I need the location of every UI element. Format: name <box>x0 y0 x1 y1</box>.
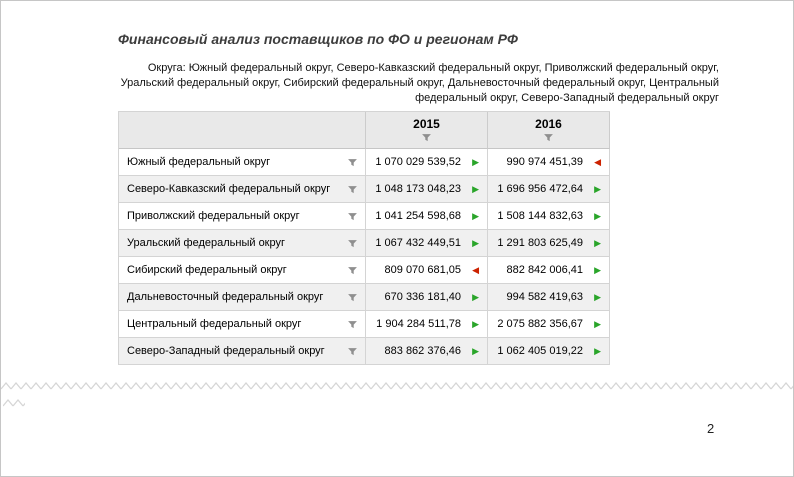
value-cell-2015: 670 336 181,40 ▶ <box>366 284 488 311</box>
value-cell-2015: 1 904 284 511,78 ▶ <box>366 311 488 338</box>
region-cell: Уральский федеральный округ <box>119 230 366 257</box>
column-header-2016: 2016 <box>488 112 610 149</box>
value-cell-2015: 1 070 029 539,52 ▶ <box>366 149 488 176</box>
cell-value: 1 041 254 598,68 <box>375 210 461 222</box>
trend-up-icon: ▶ <box>594 345 601 356</box>
region-cell: Сибирский федеральный округ <box>119 257 366 284</box>
column-label-2016: 2016 <box>535 116 562 131</box>
filter-icon[interactable] <box>346 264 358 276</box>
region-label: Северо-Кавказский федеральный округ <box>127 183 331 195</box>
suppliers-table: 2015 2016 Южный федеральный округ <box>118 111 610 365</box>
trend-up-icon: ▶ <box>472 237 479 248</box>
table-header-row: 2015 2016 <box>119 112 610 149</box>
cell-value: 1 070 029 539,52 <box>375 156 461 168</box>
filter-icon[interactable] <box>543 132 555 144</box>
region-label: Дальневосточный федеральный округ <box>127 291 324 303</box>
value-cell-2015: 883 862 376,46 ▶ <box>366 338 488 365</box>
table-row: Дальневосточный федеральный округ 670 33… <box>119 284 610 311</box>
trend-up-icon: ▶ <box>472 345 479 356</box>
cell-value: 809 070 681,05 <box>384 264 461 276</box>
cell-value: 2 075 882 356,67 <box>497 318 583 330</box>
value-cell-2016: 1 696 956 472,64 ▶ <box>488 176 610 203</box>
value-cell-2016: 1 291 803 625,49 ▶ <box>488 230 610 257</box>
value-cell-2016: 1 508 144 832,63 ▶ <box>488 203 610 230</box>
table-row: Сибирский федеральный округ 809 070 681,… <box>119 257 610 284</box>
cell-value: 882 842 006,41 <box>506 264 583 276</box>
trend-up-icon: ▶ <box>594 264 601 275</box>
value-cell-2016: 2 075 882 356,67 ▶ <box>488 311 610 338</box>
region-label: Уральский федеральный округ <box>127 237 286 249</box>
trend-up-icon: ▶ <box>472 291 479 302</box>
cell-value: 1 291 803 625,49 <box>497 237 583 249</box>
filter-summary-text: Округа: Южный федеральный округ, Северо-… <box>120 62 719 104</box>
trend-up-icon: ▶ <box>472 156 479 167</box>
trend-up-icon: ▶ <box>472 183 479 194</box>
region-label: Южный федеральный округ <box>127 156 271 168</box>
trend-up-icon: ▶ <box>594 291 601 302</box>
column-header-2015: 2015 <box>366 112 488 149</box>
column-label-2015: 2015 <box>413 116 440 131</box>
cell-value: 670 336 181,40 <box>384 291 461 303</box>
value-cell-2016: 990 974 451,39 ◀ <box>488 149 610 176</box>
trend-down-icon: ◀ <box>472 264 479 275</box>
value-cell-2016: 994 582 419,63 ▶ <box>488 284 610 311</box>
region-label: Сибирский федеральный округ <box>127 264 287 276</box>
filter-icon[interactable] <box>346 318 358 330</box>
value-cell-2015: 1 041 254 598,68 ▶ <box>366 203 488 230</box>
table-body: Южный федеральный округ 1 070 029 539,52… <box>119 149 610 365</box>
trend-up-icon: ▶ <box>594 210 601 221</box>
cell-value: 1 696 956 472,64 <box>497 183 583 195</box>
table-row: Северо-Западный федеральный округ 883 86… <box>119 338 610 365</box>
cell-value: 1 508 144 832,63 <box>497 210 583 222</box>
value-cell-2015: 809 070 681,05 ◀ <box>366 257 488 284</box>
cell-value: 994 582 419,63 <box>506 291 583 303</box>
filter-icon[interactable] <box>346 237 358 249</box>
cell-value: 990 974 451,39 <box>506 156 583 168</box>
trend-up-icon: ▶ <box>472 210 479 221</box>
cell-value: 1 048 173 048,23 <box>375 183 461 195</box>
region-header-cell <box>119 112 366 149</box>
region-cell: Северо-Кавказский федеральный округ <box>119 176 366 203</box>
region-cell: Дальневосточный федеральный округ <box>119 284 366 311</box>
value-cell-2016: 1 062 405 019,22 ▶ <box>488 338 610 365</box>
cell-value: 883 862 376,46 <box>384 345 461 357</box>
region-cell: Приволжский федеральный округ <box>119 203 366 230</box>
cell-value: 1 067 432 449,51 <box>375 237 461 249</box>
filter-icon[interactable] <box>346 183 358 195</box>
table-row: Южный федеральный округ 1 070 029 539,52… <box>119 149 610 176</box>
region-cell: Центральный федеральный округ <box>119 311 366 338</box>
table-row: Уральский федеральный округ 1 067 432 44… <box>119 230 610 257</box>
filter-icon[interactable] <box>346 156 358 168</box>
filter-icon[interactable] <box>346 291 358 303</box>
filter-icon[interactable] <box>421 132 433 144</box>
region-label: Приволжский федеральный округ <box>127 210 300 222</box>
region-cell: Южный федеральный округ <box>119 149 366 176</box>
page-number: 2 <box>707 421 715 436</box>
region-cell: Северо-Западный федеральный округ <box>119 338 366 365</box>
page-tear-divider <box>1 380 793 392</box>
region-label: Северо-Западный федеральный округ <box>127 345 325 357</box>
filter-icon[interactable] <box>346 345 358 357</box>
trend-up-icon: ▶ <box>472 318 479 329</box>
table-row: Центральный федеральный округ 1 904 284 … <box>119 311 610 338</box>
table-row: Северо-Кавказский федеральный округ 1 04… <box>119 176 610 203</box>
trend-up-icon: ▶ <box>594 318 601 329</box>
page-title: Финансовый анализ поставщиков по ФО и ре… <box>118 31 518 47</box>
filter-icon[interactable] <box>346 210 358 222</box>
cell-value: 1 904 284 511,78 <box>376 318 461 330</box>
trend-down-icon: ◀ <box>594 156 601 167</box>
value-cell-2015: 1 048 173 048,23 ▶ <box>366 176 488 203</box>
trend-up-icon: ▶ <box>594 183 601 194</box>
value-cell-2016: 882 842 006,41 ▶ <box>488 257 610 284</box>
value-cell-2015: 1 067 432 449,51 ▶ <box>366 230 488 257</box>
table-row: Приволжский федеральный округ 1 041 254 … <box>119 203 610 230</box>
region-label: Центральный федеральный округ <box>127 318 302 330</box>
page-tear-mark <box>3 397 25 409</box>
trend-up-icon: ▶ <box>594 237 601 248</box>
cell-value: 1 062 405 019,22 <box>497 345 583 357</box>
